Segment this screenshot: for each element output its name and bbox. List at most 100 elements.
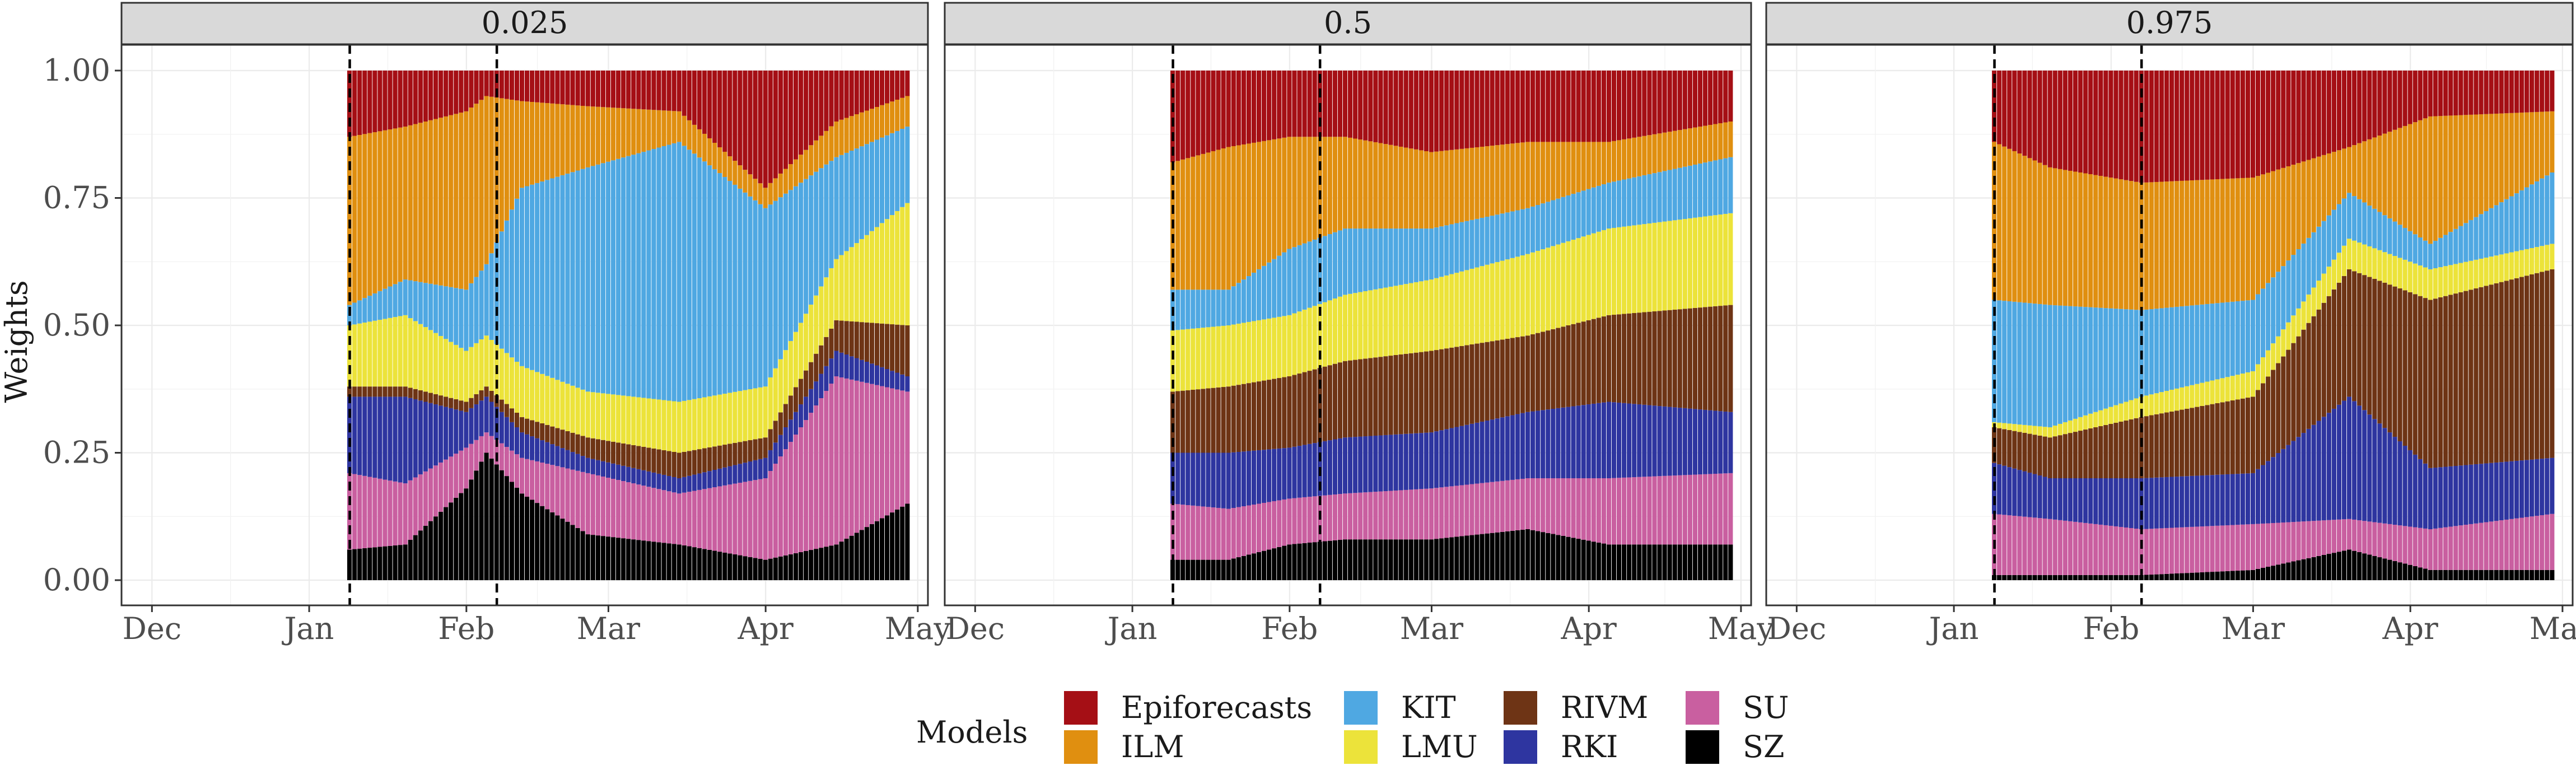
bar-segment-lmu xyxy=(423,327,428,392)
bar-segment-sz xyxy=(646,541,651,580)
bar-segment-rivm xyxy=(2093,427,2098,478)
bar-segment-rivm xyxy=(1581,321,1586,405)
bar-segment-rki xyxy=(2326,413,2331,520)
bar-segment-rki xyxy=(2159,477,2164,529)
bar-segment-sz xyxy=(1439,538,1444,580)
bar-segment-sz xyxy=(717,552,722,580)
bar-segment-lmu xyxy=(2281,329,2286,357)
bar-segment-epiforecasts xyxy=(575,71,580,106)
bar-segment-rivm xyxy=(712,446,717,470)
bar-segment-ilm xyxy=(2225,179,2230,302)
bar-segment-rivm xyxy=(1186,390,1191,453)
bar-segment-lmu xyxy=(1292,313,1297,375)
bar-segment-rivm xyxy=(768,429,773,450)
bar-segment-rki xyxy=(479,400,484,436)
bar-segment-rivm xyxy=(590,438,595,459)
bar-segment-kit xyxy=(1383,228,1388,288)
bar-segment-kit xyxy=(1997,300,2002,423)
bar-segment-rki xyxy=(2210,475,2215,526)
bar-segment-rki xyxy=(362,396,367,476)
bar-segment-ilm xyxy=(859,112,864,147)
bar-segment-ilm xyxy=(1358,139,1363,229)
bar-segment-lmu xyxy=(671,401,676,452)
bar-segment-rki xyxy=(2230,474,2235,525)
bar-segment-rivm xyxy=(804,370,809,397)
bar-segment-rki xyxy=(2062,478,2068,521)
bar-segment-lmu xyxy=(1617,227,1622,315)
bar-segment-rki xyxy=(2134,478,2139,529)
bar-segment-ilm xyxy=(2220,179,2225,303)
bar-segment-lmu xyxy=(697,398,702,450)
bar-segment-ilm xyxy=(854,114,859,149)
bar-segment-ilm xyxy=(1393,146,1398,229)
bar-segment-ilm xyxy=(758,183,763,204)
bar-segment-kit xyxy=(459,288,464,348)
bar-segment-epiforecasts xyxy=(525,71,530,102)
bar-segment-su xyxy=(1652,476,1657,545)
bar-segment-sz xyxy=(2458,570,2463,580)
bar-segment-rki xyxy=(423,402,428,472)
bar-segment-rivm xyxy=(1601,316,1606,403)
bar-segment-rki xyxy=(2088,478,2093,524)
bar-segment-kit xyxy=(1500,213,1505,261)
bar-segment-rivm xyxy=(2098,426,2103,478)
bar-segment-su xyxy=(682,492,687,545)
bar-segment-su xyxy=(2316,520,2321,556)
bar-segment-kit xyxy=(2124,309,2129,402)
bar-segment-sz xyxy=(2032,575,2037,580)
bar-segment-su xyxy=(540,463,545,506)
bar-segment-sz xyxy=(2017,575,2022,580)
bar-segment-rki xyxy=(2276,452,2281,523)
bar-segment-kit xyxy=(2174,306,2180,389)
bar-segment-epiforecasts xyxy=(1221,71,1226,148)
bar-segment-rivm xyxy=(636,446,641,469)
facet-strip xyxy=(1765,2,2574,45)
bar-segment-ilm xyxy=(804,150,809,179)
bar-segment-ilm xyxy=(2205,179,2210,304)
bar-segment-su xyxy=(2407,526,2412,565)
bar-segment-rki xyxy=(2550,458,2555,514)
bar-segment-epiforecasts xyxy=(1348,71,1353,138)
bar-segment-rki xyxy=(2296,437,2301,522)
bar-segment-kit xyxy=(362,298,367,323)
bar-segment-rivm xyxy=(372,386,377,397)
bar-segment-epiforecasts xyxy=(2230,71,2235,179)
bar-segment-rki xyxy=(1632,404,1637,478)
bar-segment-ilm xyxy=(2545,111,2550,176)
bar-segment-ilm xyxy=(682,115,687,146)
bar-segment-rki xyxy=(2185,476,2190,528)
bar-segment-lmu xyxy=(636,397,641,446)
bar-segment-epiforecasts xyxy=(1647,71,1652,136)
bar-segment-sz xyxy=(610,537,616,580)
bar-segment-rivm xyxy=(2083,430,2088,478)
bar-segment-epiforecasts xyxy=(2098,71,2103,176)
bar-segment-lmu xyxy=(1216,326,1221,388)
bar-segment-su xyxy=(712,487,717,551)
bar-segment-rki xyxy=(2017,470,2022,516)
bar-segment-sz xyxy=(1444,538,1449,580)
bar-segment-epiforecasts xyxy=(2210,71,2215,180)
bar-segment-lmu xyxy=(1718,214,1723,306)
bar-segment-lmu xyxy=(1672,220,1677,310)
bar-segment-su xyxy=(464,447,469,489)
bar-segment-lmu xyxy=(1997,422,2002,428)
bar-segment-lmu xyxy=(2509,252,2514,280)
bar-segment-ilm xyxy=(1601,142,1606,185)
bar-segment-epiforecasts xyxy=(2022,71,2027,156)
bar-segment-lmu xyxy=(1551,246,1556,329)
bar-segment-rivm xyxy=(1191,389,1196,453)
bar-segment-kit xyxy=(479,270,484,340)
x-tick-label: Feb xyxy=(2083,611,2139,646)
bar-segment-rki xyxy=(2271,457,2276,523)
bar-segment-lmu xyxy=(2346,239,2352,269)
bar-segment-ilm xyxy=(1398,146,1403,229)
bar-segment-su xyxy=(1647,476,1652,545)
bar-segment-rki xyxy=(565,450,570,469)
bar-segment-rivm xyxy=(1713,306,1718,411)
bar-segment-lmu xyxy=(514,362,520,413)
bar-segment-sz xyxy=(2098,575,2103,580)
bar-segment-rki xyxy=(2225,474,2230,525)
bar-segment-epiforecasts xyxy=(814,71,819,141)
bar-segment-su xyxy=(743,482,748,557)
bar-segment-lmu xyxy=(2362,244,2367,276)
